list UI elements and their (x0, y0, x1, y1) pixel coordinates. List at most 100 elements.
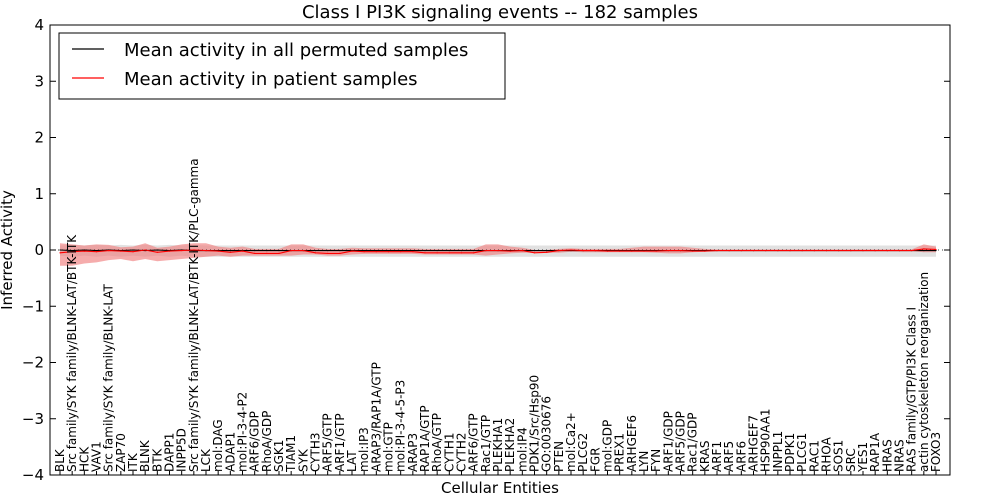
y-tick-label: −2 (22, 354, 44, 372)
patient-point-28 (400, 251, 402, 253)
patient-point-23 (339, 252, 341, 254)
x-tick-label: BLK (53, 448, 67, 472)
x-tick-label: mol:DAG (211, 419, 225, 472)
y-axis-label: Inferred Activity (0, 190, 16, 310)
legend-label-permuted: Mean activity in all permuted samples (124, 40, 468, 61)
patient-point-69 (898, 249, 901, 252)
patient-point-19 (290, 249, 292, 252)
y-tick-label: 1 (34, 185, 44, 203)
permuted-point-6 (132, 249, 134, 251)
permuted-point-28 (400, 249, 402, 252)
plot-area (50, 243, 950, 266)
x-tick-label: SOS1 (832, 440, 846, 472)
patient-point-31 (436, 252, 438, 254)
patient-point-43 (582, 249, 584, 252)
x-tick-label: Src family/SYK family/BLNK-LAT/BTK-ITK (65, 234, 79, 472)
patient-point-17 (266, 252, 268, 254)
permuted-point-26 (375, 249, 377, 252)
permuted-point-40 (546, 249, 548, 252)
patient-point-46 (619, 250, 621, 252)
x-tick-label: mol:IP3 (357, 427, 371, 472)
patient-point-9 (168, 250, 171, 252)
permuted-point-0 (59, 249, 61, 251)
patient-point-0 (59, 252, 61, 254)
permuted-point-14 (229, 249, 231, 252)
permuted-point-3 (95, 249, 98, 252)
legend: Mean activity in all permuted samples Me… (58, 32, 506, 100)
patient-point-60 (789, 249, 791, 252)
patient-point-56 (740, 249, 742, 252)
patient-point-10 (181, 249, 183, 252)
patient-point-24 (351, 250, 353, 252)
permuted-point-18 (278, 249, 280, 252)
x-tick-label: mol:IP4 (515, 427, 529, 472)
x-tick-label: VAV1 (90, 441, 104, 472)
patient-point-34 (473, 252, 475, 254)
patient-point-21 (314, 252, 317, 254)
x-tick-label: DAPP1 (163, 433, 177, 472)
x-tick-label: LAT (345, 450, 359, 472)
x-tick-label: PREX1 (613, 433, 627, 472)
patient-point-20 (302, 249, 304, 252)
x-tick-label: RAC1 (807, 440, 821, 472)
x-tick-label: ARF1 (710, 441, 724, 472)
patient-point-15 (241, 250, 244, 252)
x-tick-label: HSP90AA1 (759, 408, 773, 472)
legend-label-patient: Mean activity in patient samples (124, 69, 418, 90)
x-tick-label: LCK (199, 448, 213, 472)
x-tick-label: Src family/SYK family/BLNK-LAT (102, 283, 116, 472)
x-tick-label: PLEKHA2 (503, 418, 517, 472)
x-tick-label: RAS family/GTP/PI3K Class I (905, 307, 919, 472)
patient-point-12 (205, 249, 207, 252)
x-tick-label: mol:PI-3-4-5-P3 (394, 380, 408, 472)
patient-point-44 (594, 249, 596, 252)
permuted-point-16 (254, 249, 256, 252)
x-tick-label: PDPK1 (783, 433, 797, 472)
x-tick-label: ITK (126, 452, 140, 472)
patient-point-41 (558, 249, 560, 252)
x-tick-label: LYN (637, 451, 651, 472)
permuted-point-17 (266, 249, 268, 252)
x-tick-label: Rac1/GDP (686, 413, 700, 472)
patient-point-66 (862, 249, 864, 252)
x-tick-label: SGK1 (272, 440, 286, 472)
y-tick-label: −3 (22, 410, 44, 428)
x-tick-label: ARF5/GDP (674, 411, 688, 472)
patient-point-4 (108, 249, 110, 252)
patient-point-67 (874, 249, 876, 252)
patient-point-25 (363, 251, 365, 253)
patient-point-39 (533, 252, 536, 254)
x-tick-label: ARAP3 (406, 433, 420, 472)
permuted-point-32 (448, 249, 450, 252)
y-tick-label: 4 (34, 16, 44, 34)
x-tick-label: CYTH1 (442, 433, 456, 473)
patient-point-36 (497, 249, 499, 252)
patient-point-61 (801, 249, 803, 252)
permuted-point-8 (156, 249, 158, 251)
x-tick-label: BLNK (138, 439, 152, 472)
patient-point-27 (387, 251, 390, 253)
patient-point-64 (838, 249, 840, 252)
permuted-point-25 (363, 249, 365, 252)
x-tick-label: FOXO3 (929, 432, 943, 472)
x-tick-label: mol:PI-3-4-P2 (236, 392, 250, 472)
patient-point-26 (375, 251, 377, 253)
patient-point-29 (412, 251, 414, 253)
patient-point-51 (679, 249, 682, 252)
x-tick-label: FGR (588, 447, 602, 472)
x-tick-label: FYN (649, 449, 663, 472)
permuted-point-29 (412, 249, 414, 252)
permuted-point-71 (923, 249, 925, 252)
x-tick-label: GO:0030676 (540, 396, 554, 472)
x-tick-label: CYTH3 (309, 433, 323, 473)
x-tick-label: ARF6/GTP (467, 413, 481, 472)
patient-point-14 (229, 251, 231, 253)
patient-point-53 (704, 250, 706, 252)
x-tick-label: INPP5D (175, 428, 189, 472)
patient-point-18 (278, 252, 280, 254)
x-tick-label: PLEKHA1 (491, 418, 505, 472)
patient-point-30 (424, 252, 426, 254)
x-tick-label: PDK1/Src/Hsp90 (528, 375, 542, 472)
